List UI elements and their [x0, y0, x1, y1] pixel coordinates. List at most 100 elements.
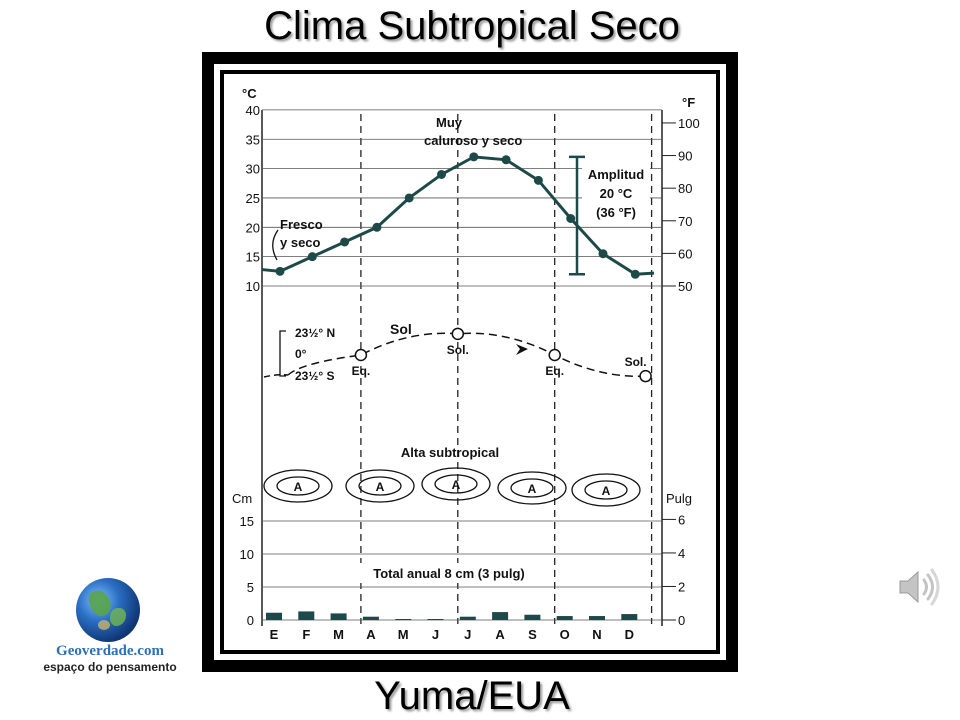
precip-tick-cm-label: 5: [247, 580, 254, 595]
temperature-point: [566, 213, 576, 223]
temp-tick-c-label: 10: [246, 279, 260, 294]
temp-tick-f-label: 60: [678, 246, 692, 261]
temperature-point: [437, 169, 446, 179]
amplitude-label: Amplitud: [588, 167, 644, 182]
month-label: O: [560, 627, 570, 642]
annotation-muy: Muy: [436, 115, 463, 130]
pressure-cell-label: A: [376, 480, 385, 494]
precip-bar: [492, 612, 509, 620]
month-label: E: [270, 627, 279, 642]
temp-tick-f-label: 70: [678, 214, 692, 229]
annotation-fresco: Fresco: [280, 217, 323, 232]
logo-name: Geoverdade.com: [56, 643, 164, 659]
temp-tick-c-label: 35: [246, 132, 260, 147]
temperature-point: [469, 152, 479, 162]
precip-bar: [395, 619, 412, 620]
temperature-point: [340, 237, 350, 247]
temperature-point: [372, 222, 382, 232]
pressure-cell-outer: [421, 467, 491, 501]
bottom-caption: Yuma/EUA: [374, 674, 570, 718]
temperature-point: [630, 269, 640, 279]
annotation-arrow: [272, 229, 279, 261]
temp-tick-c-label: 20: [246, 220, 260, 235]
month-label: J: [432, 627, 439, 642]
month-label: A: [495, 627, 505, 642]
temperature-point: [404, 193, 414, 203]
precip-tick-cm-label: 0: [247, 613, 254, 628]
pressure-cell-inner: [584, 480, 628, 500]
precip-bar: [556, 616, 573, 620]
sun-point-label: Sol.: [625, 355, 647, 369]
temperature-point: [533, 175, 543, 185]
sun-lat-bracket: [279, 330, 286, 377]
temperature-point: [275, 266, 285, 276]
month-label: F: [302, 627, 310, 642]
sun-lat-s-label: 23½° S: [295, 369, 335, 383]
month-label: J: [464, 627, 471, 642]
pressure-cell-label: A: [294, 480, 303, 494]
site-logo[interactable]: Geoverdade.com espaço do pensamento: [30, 578, 190, 678]
month-label: A: [366, 627, 376, 642]
temp-unit-c-label: °C: [242, 86, 257, 101]
climate-chart-frame: °C 40 35 30 25 20 15 10 °F 100 90 80 70 60 50 Fresco y s…: [202, 52, 738, 672]
sun-point: [639, 369, 652, 383]
temp-tick-f-label: 90: [678, 149, 692, 164]
speaker-icon[interactable]: [896, 566, 942, 608]
slide-title: Clima Subtropical Seco: [264, 4, 680, 48]
sun-lat-n-label: 23½° N: [295, 326, 335, 340]
temperature-point: [501, 155, 511, 165]
temp-unit-f-label: °F: [682, 95, 695, 110]
pressure-cell-outer: [345, 469, 415, 503]
temp-tick-c-label: 25: [246, 191, 260, 206]
precip-bar: [621, 614, 638, 620]
precip-bar: [589, 616, 605, 620]
pressure-cell-inner: [434, 474, 478, 494]
precip-unit-in-label: Pulg: [666, 491, 692, 506]
sun-point: [548, 348, 561, 362]
pressure-cell-label: A: [602, 484, 611, 498]
precip-bar: [330, 613, 347, 620]
pressure-cell-outer: [497, 471, 567, 505]
temp-tick-f-label: 80: [678, 181, 692, 196]
temp-tick-c-label: 30: [246, 162, 260, 177]
amplitude-value-f: (36 °F): [596, 205, 636, 220]
temp-tick-f-label: 50: [678, 279, 692, 294]
temperature-point: [307, 252, 317, 262]
precip-tick-in-label: 0: [678, 613, 685, 628]
annotation-y-seco: y seco: [280, 235, 321, 250]
sun-point-label: Sol.: [447, 343, 469, 357]
globe-icon: [76, 578, 140, 642]
pressure-label: Alta subtropical: [401, 445, 499, 460]
amplitude-label-bg: [582, 163, 650, 225]
precip-bar: [459, 616, 476, 620]
precip-tick-cm-label: 15: [240, 514, 254, 529]
pressure-cell-inner: [510, 478, 554, 498]
month-label: S: [528, 627, 537, 642]
pressure-cell-inner: [276, 476, 320, 496]
precip-bar: [427, 619, 444, 620]
annotation-caluroso: caluroso y seco: [424, 133, 522, 148]
precip-tick-in-label: 6: [678, 512, 685, 527]
temperature-line: [261, 155, 655, 276]
sun-point-label: Eq.: [545, 364, 564, 378]
pressure-cell-label: A: [452, 478, 461, 492]
temp-tick-c-label: 15: [246, 250, 260, 265]
month-label: M: [398, 627, 409, 642]
sun-point: [451, 327, 465, 341]
pressure-cell-outer: [571, 473, 641, 507]
precip-unit-cm-label: Cm: [232, 491, 252, 506]
logo-tagline: espaço do pensamento: [43, 660, 177, 674]
temp-tick-f-label: 100: [678, 116, 700, 131]
precip-tick-in-label: 4: [678, 546, 685, 561]
precip-tick-cm-label: 10: [240, 547, 254, 562]
precip-bar: [266, 612, 282, 620]
temp-tick-c-label: 40: [246, 103, 260, 118]
pressure-cell-outer: [263, 469, 333, 503]
sun-point-label: Eq.: [352, 364, 371, 378]
sun-point: [354, 348, 368, 362]
precip-bar: [298, 611, 315, 620]
sun-lat-0-label: 0°: [295, 347, 307, 361]
pressure-cell-label: A: [528, 482, 537, 496]
sun-direction-arrow: [516, 344, 528, 355]
